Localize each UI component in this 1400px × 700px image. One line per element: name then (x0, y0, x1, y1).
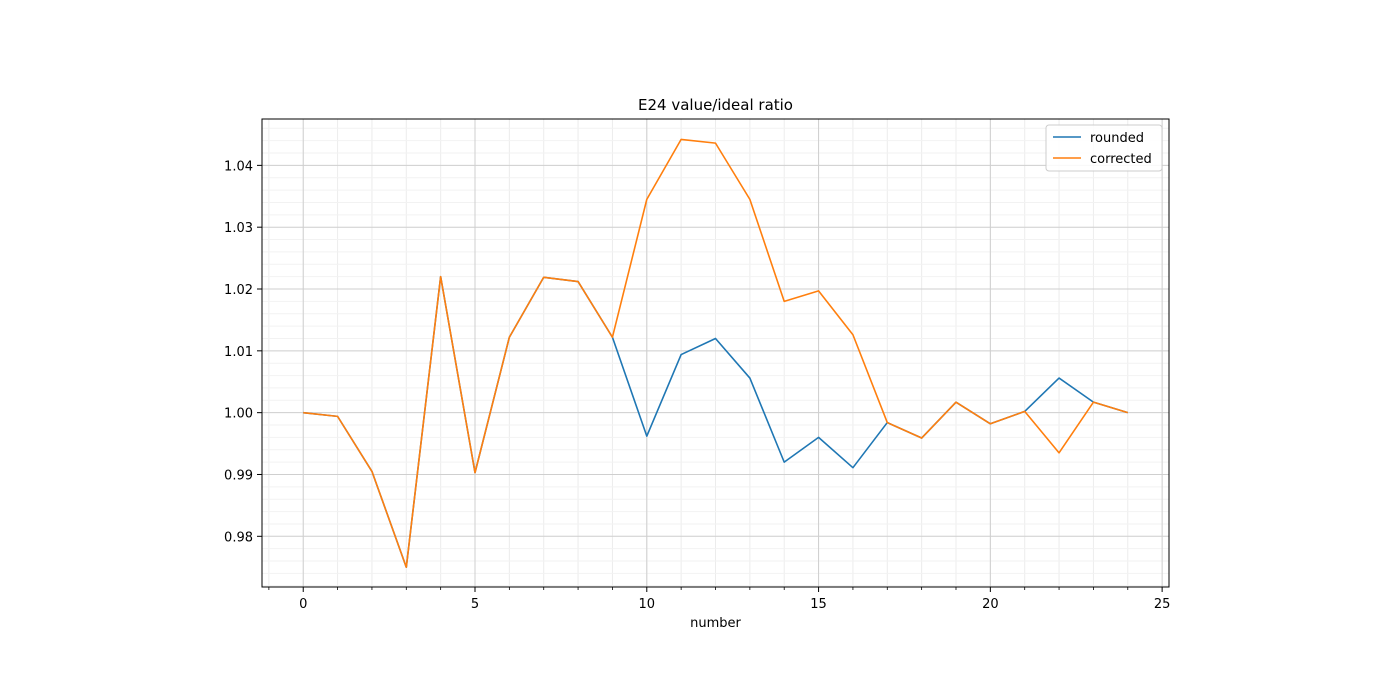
major-grid (262, 119, 1169, 587)
legend-label-rounded: rounded (1090, 131, 1144, 146)
series-layer (303, 138, 1129, 569)
x-tick-label: 15 (810, 597, 827, 612)
y-tick-label: 1.03 (224, 221, 253, 236)
x-tick-label: 5 (471, 597, 479, 612)
chart-title: E24 value/ideal ratio (638, 96, 793, 114)
y-tick-label: 1.02 (224, 283, 253, 298)
x-tick-label: 0 (299, 597, 307, 612)
y-axis: 0.98 0.99 1.00 1.01 1.02 1.03 1.04 (224, 159, 262, 545)
legend-label-corrected: corrected (1090, 152, 1152, 167)
y-tick-label: 1.04 (224, 159, 253, 174)
x-tick-label: 25 (1154, 597, 1171, 612)
y-tick-label: 1.01 (224, 345, 253, 360)
y-tick-label: 1.00 (224, 407, 253, 422)
x-axis-label: number (690, 616, 741, 631)
y-tick-label: 0.98 (224, 530, 253, 545)
x-tick-label: 10 (639, 597, 656, 612)
x-axis: 0 5 10 15 20 25 (268, 587, 1171, 612)
legend: rounded corrected (1045, 124, 1163, 172)
series-line-corrected (303, 138, 1129, 569)
x-tick-label: 20 (982, 597, 999, 612)
y-tick-label: 0.99 (224, 468, 253, 483)
